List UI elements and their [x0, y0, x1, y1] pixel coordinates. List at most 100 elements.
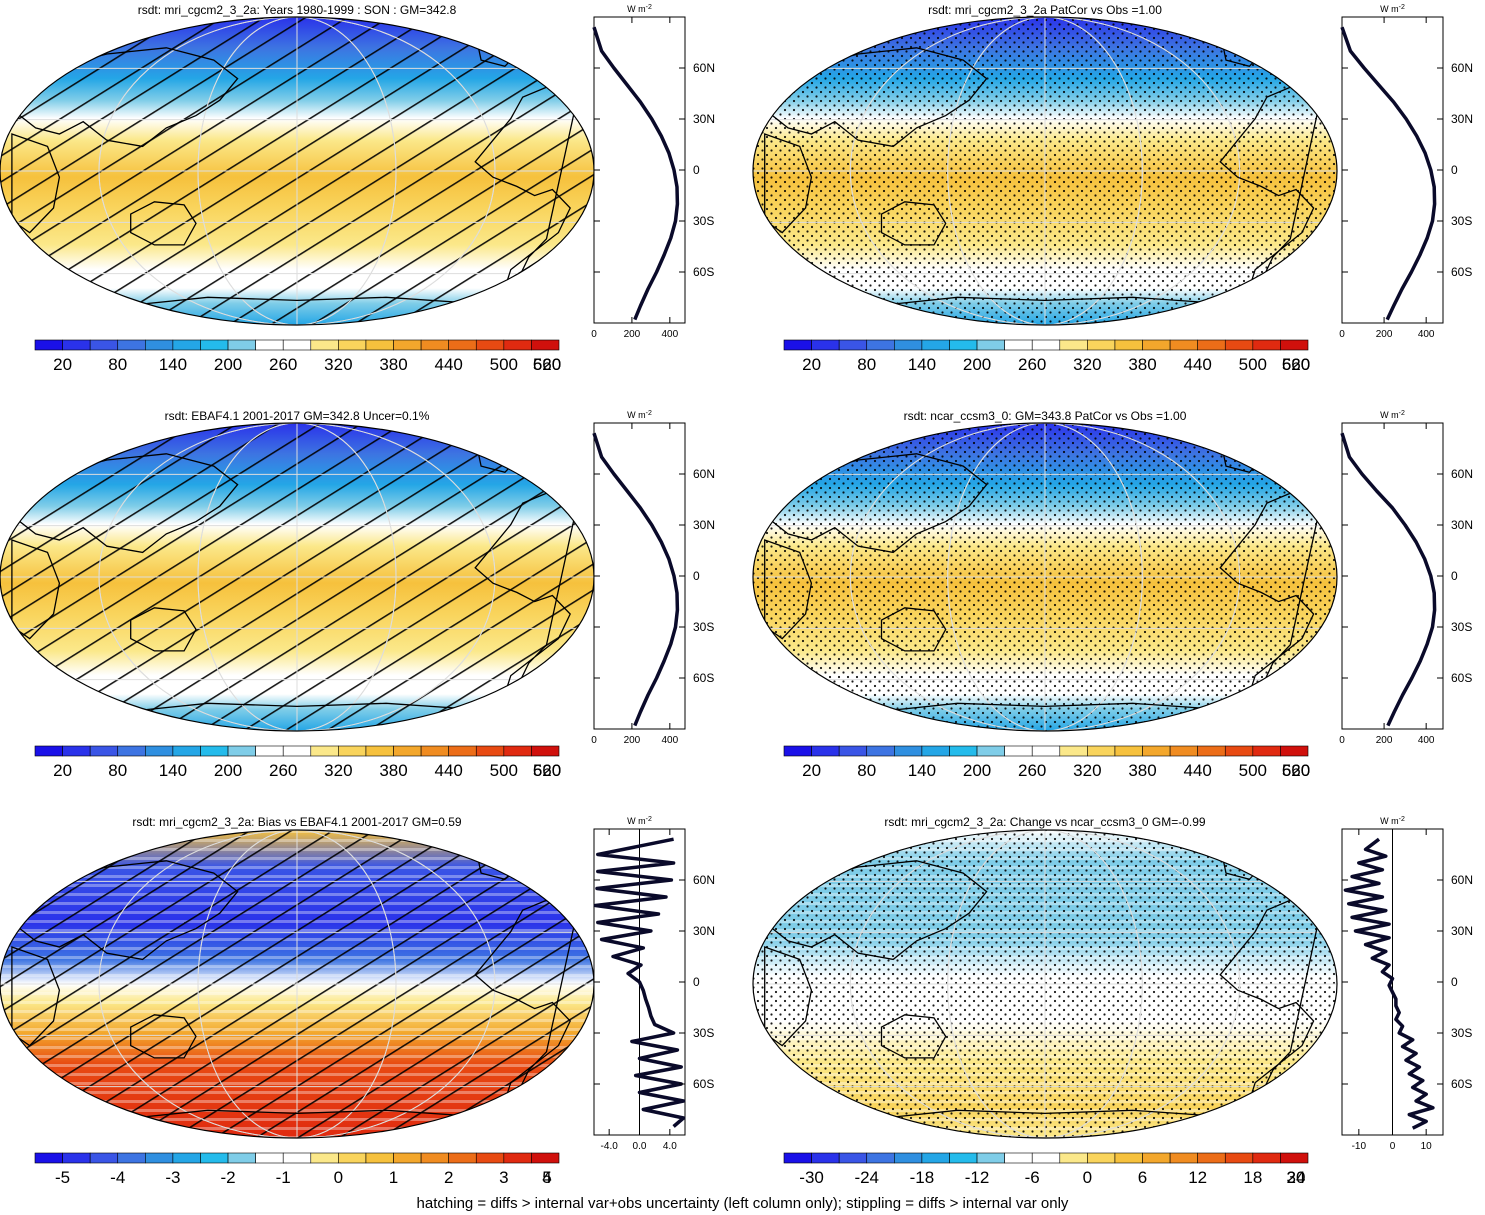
colorbar-box	[448, 1152, 477, 1164]
colorbar-box	[811, 745, 840, 757]
colorbar-box	[310, 339, 339, 351]
colorbar-box	[34, 745, 63, 757]
colorbar-box	[811, 339, 840, 351]
map-outline	[752, 829, 1338, 1139]
colorbar-tick-label: 380	[1128, 355, 1156, 374]
profile-xtick-label: -10	[1352, 1141, 1367, 1152]
panel-title: rsdt: EBAF4.1 2001-2017 GM=342.8 Uncer=0…	[165, 409, 430, 423]
colorbar-box	[531, 745, 560, 757]
colorbar-tick-label: 380	[379, 355, 407, 374]
colorbar-box	[365, 1152, 394, 1164]
colorbar-box	[838, 1152, 868, 1164]
profile-ytick-label: 0	[1451, 975, 1458, 989]
colorbar-box	[227, 1152, 256, 1164]
profile-ytick-label: 30S	[1451, 1026, 1472, 1040]
colorbar-tick-label: 500	[1239, 355, 1267, 374]
colorbar-tick-label: 140	[908, 761, 936, 780]
colorbar-box	[1252, 745, 1281, 757]
colorbar-box	[1004, 745, 1033, 757]
panel-1: rsdt: mri_cgcm2_3_2a: Years 1980-1999 : …	[0, 3, 715, 374]
profile-frame	[1341, 16, 1444, 324]
graticule-meridian	[849, 423, 1241, 731]
colorbar-box	[976, 745, 1005, 757]
colorbar-tick-label: 260	[1018, 761, 1046, 780]
colorbar-box	[976, 1152, 1005, 1164]
colorbar-tick-label: -3	[165, 1168, 180, 1187]
profile-ytick-label: 60S	[1451, 265, 1472, 279]
colorbar-box	[448, 745, 477, 757]
profile-unit-exponent: -2	[1399, 410, 1405, 417]
profile-ytick-label: 30N	[1451, 924, 1473, 938]
figure-footnote: hatching = diffs > internal var+obs unce…	[416, 1195, 1069, 1212]
colorbar-tick-label: 18	[1243, 1168, 1262, 1187]
profile-ytick-label: 30N	[1451, 518, 1473, 532]
profile-line	[593, 837, 686, 1128]
panel-6: rsdt: mri_cgcm2_3_2a: Change vs ncar_ccs…	[752, 815, 1473, 1187]
profile-xtick-label: 0	[591, 735, 597, 746]
colorbar-tick-label: 620	[533, 761, 561, 780]
colorbar-tick-label: 620	[1282, 355, 1310, 374]
profile-ytick-label: 60N	[693, 873, 715, 887]
colorbar-box	[1280, 745, 1309, 757]
profile-xtick-label: 200	[624, 735, 641, 746]
profile-unit: W m-2	[1380, 816, 1405, 826]
profile-ytick-label: 30N	[693, 112, 715, 126]
colorbar-box	[145, 339, 174, 351]
map-area	[0, 17, 594, 325]
zonal-profile: 60N 30N 0 30S 60S -10 0 10 W m-2	[1341, 816, 1473, 1152]
colorbar-tick-label: -2	[220, 1168, 235, 1187]
profile-xtick-label: 0	[591, 329, 597, 340]
map-area	[753, 830, 1337, 1138]
colorbar-tick-label: -18	[910, 1168, 935, 1187]
colorbar-tick-label: -5	[55, 1168, 70, 1187]
landmass-antarctica	[869, 1109, 1221, 1121]
panel-title: rsdt: ncar_ccsm3_0: GM=343.8 PatCor vs O…	[904, 409, 1187, 423]
panels: rsdt: mri_cgcm2_3_2a: Years 1980-1999 : …	[0, 3, 1473, 1187]
colorbar-tick-label: 24	[1287, 1168, 1306, 1187]
colorbar-tick-label: 12	[1188, 1168, 1207, 1187]
colorbar-box	[1031, 1152, 1061, 1164]
landmass-australia	[130, 607, 197, 652]
profile-xtick-label: 0	[1390, 1141, 1396, 1152]
colorbar-box	[420, 745, 449, 757]
profile-ytick-label: 60S	[1451, 671, 1472, 685]
profile-frame	[593, 422, 686, 730]
graticule-meridian	[849, 830, 1241, 1138]
colorbar-box	[1169, 745, 1198, 757]
colorbar-tick-label: 80	[108, 761, 127, 780]
colorbar-box	[62, 1152, 91, 1164]
landmass-antarctica	[869, 296, 1221, 308]
colorbar-box	[949, 745, 978, 757]
colorbar-tick-label: 3	[499, 1168, 508, 1187]
profile-unit-exponent: -2	[646, 816, 652, 823]
zonal-profile: 60N 30N 0 30S 60S 0 200 400 W m-2	[591, 4, 715, 340]
profile-ytick-label: 60S	[693, 1077, 714, 1091]
graticule-meridian	[197, 17, 397, 325]
colorbar-tick-label: 200	[963, 761, 991, 780]
profile-ytick-label: 0	[693, 975, 700, 989]
profile-line	[1343, 837, 1435, 1130]
profile-xtick-label: 4.0	[663, 1141, 677, 1152]
colorbar-tick-label: 560	[1282, 355, 1310, 374]
panel-4: rsdt: ncar_ccsm3_0: GM=343.8 PatCor vs O…	[752, 409, 1473, 780]
profile-xtick-label: 200	[1376, 735, 1393, 746]
profile-xtick-label: 0	[1339, 735, 1345, 746]
colorbar-tick-label: 380	[1128, 761, 1156, 780]
colorbar-box	[921, 1152, 950, 1164]
colorbar-tick-label: 200	[214, 761, 242, 780]
colorbar-box	[503, 1152, 532, 1164]
profile-ytick-label: 30S	[1451, 214, 1472, 228]
colorbar-box	[1059, 339, 1088, 351]
colorbar-box	[921, 745, 950, 757]
profile-ytick-label: 60S	[693, 671, 714, 685]
profile-frame	[1341, 422, 1444, 730]
profile-unit: W m-2	[1380, 410, 1405, 420]
colorbar-tick-label: 260	[1018, 355, 1046, 374]
colorbar-box	[393, 745, 422, 757]
colorbar-tick-label: 560	[1282, 761, 1310, 780]
colorbar-tick-label: 260	[269, 355, 297, 374]
colorbar-box	[420, 339, 449, 351]
panel-5: rsdt: mri_cgcm2_3_2a: Bias vs EBAF4.1 20…	[0, 815, 715, 1187]
colorbar-box	[531, 1152, 560, 1164]
colorbar: -5 -4 -3 -2 -1 0 1 2 3 45	[34, 1152, 560, 1187]
